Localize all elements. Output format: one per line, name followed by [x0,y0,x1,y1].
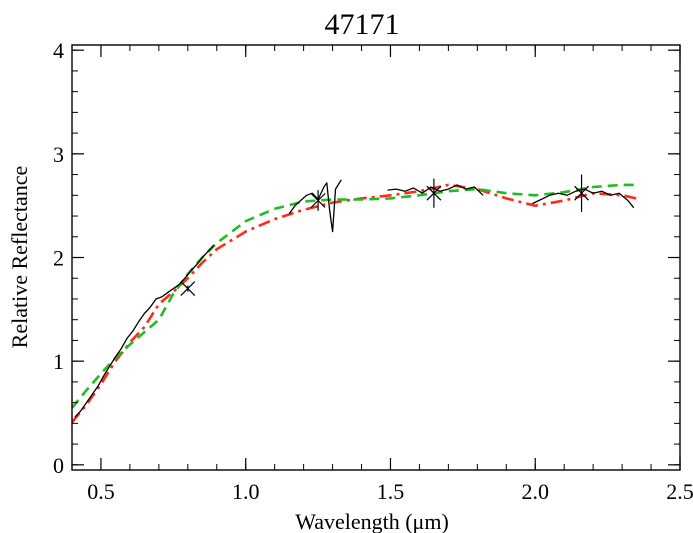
y-tick-label: 3 [53,142,64,167]
plot-area [70,174,637,424]
y-tick-label: 4 [53,38,64,63]
y-tick-label: 1 [53,349,64,374]
x-tick-label: 2.5 [666,479,693,504]
model-fit-line-2 [70,183,637,409]
data-point-marker [180,281,196,297]
data-point-marker [574,174,589,212]
y-tick-label: 0 [53,453,64,478]
axes: 0.5 1.0 1.5 2.0 2.5 0 1 2 3 4 [53,38,693,504]
x-tick-label: 1.5 [377,479,405,504]
plot-frame [71,44,681,471]
model-fit-line-1 [70,183,637,424]
x-tick-label: 1.0 [232,479,260,504]
x-axis-label: Wavelength (μm) [295,509,449,533]
data-point-marker [310,190,326,211]
x-tick-label: 2.0 [521,479,549,504]
chart-title: 47171 [325,8,400,41]
y-axis-label: Relative Reflectance [7,166,32,349]
x-tick-label: 0.5 [87,479,115,504]
data-point-marker [426,178,442,208]
spectrum-line [74,179,635,418]
y-tick-label: 2 [53,246,64,271]
